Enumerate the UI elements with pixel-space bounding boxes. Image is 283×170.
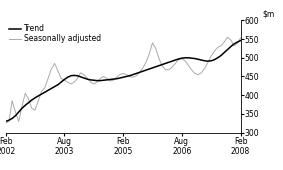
Y-axis label: $m: $m xyxy=(263,9,275,18)
Legend: Trend, Seasonally adjusted: Trend, Seasonally adjusted xyxy=(9,24,101,43)
